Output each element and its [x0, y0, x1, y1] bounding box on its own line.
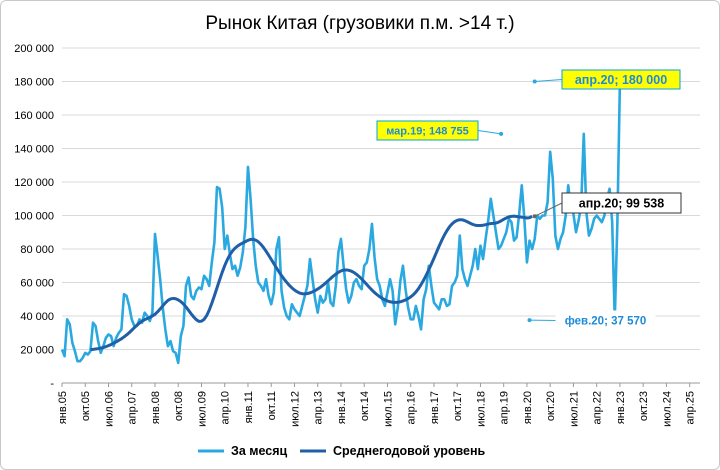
x-tick-label: июл.21: [568, 391, 580, 427]
x-tick-label: окт.23: [638, 391, 650, 421]
y-tick-label: 20 000: [20, 345, 54, 357]
x-tick-label: июл.06: [103, 391, 115, 427]
x-tick-label: янв.14: [336, 391, 348, 424]
x-tick-label: апр.16: [406, 391, 418, 424]
annotation-label: апр.20; 99 538: [579, 197, 664, 211]
y-tick-label: 120 000: [14, 177, 54, 189]
x-tick-label: окт.20: [545, 391, 557, 421]
chart-title: Рынок Китая (грузовики п.м. >14 т.): [205, 13, 514, 34]
y-tick-label: 160 000: [14, 110, 54, 122]
x-tick-label: июл.15: [382, 391, 394, 427]
annotations: апр.20; 180 000 мар.19; 148 755 апр.20; 99…: [376, 69, 682, 331]
y-tick-label: 200 000: [14, 43, 54, 55]
x-tick-label: янв.17: [429, 391, 441, 424]
x-tick-label: окт.05: [80, 391, 92, 421]
x-tick-label: янв.11: [243, 391, 255, 423]
x-tick-label: апр.19: [499, 391, 511, 424]
series-lines: [60, 81, 622, 365]
y-tick-label: 140 000: [14, 144, 54, 156]
series-annual-average-line: [90, 214, 533, 351]
annotation-leader: [534, 79, 563, 82]
x-axis-ticks: янв.05 окт.05 июл.06 апр.07 янв.08 окт.08 июл.…: [57, 383, 697, 427]
annotation-label: апр.20; 180 000: [575, 73, 667, 87]
legend: За месяц Среднегодовой уровень: [198, 444, 486, 458]
x-tick-label: апр.10: [220, 391, 232, 424]
y-tick-label: 80 000: [20, 244, 54, 256]
x-tick-label: янв.23: [615, 391, 627, 424]
x-tick-label: июл.12: [289, 391, 301, 427]
annotation-label: мар.19; 148 755: [386, 125, 469, 137]
x-tick-label: окт.14: [359, 391, 371, 421]
legend-label-monthly: За месяц: [231, 444, 288, 458]
x-tick-label: июл.09: [196, 391, 208, 427]
x-tick-label: апр.25: [685, 391, 697, 424]
annotation-leader: [477, 130, 502, 135]
legend-label-annual: Среднегодовой уровень: [333, 444, 486, 458]
y-tick-label: 60 000: [20, 278, 54, 290]
y-tick-label: 100 000: [14, 211, 54, 223]
x-tick-label: янв.05: [57, 391, 69, 424]
x-tick-label: янв.20: [522, 391, 534, 424]
annotation-point: [527, 318, 532, 323]
y-tick-label: 180 000: [14, 77, 54, 89]
x-tick-label: апр.22: [592, 391, 604, 424]
x-tick-label: янв.08: [150, 391, 162, 424]
annotation-box: [555, 310, 656, 331]
series-monthly-line: [60, 81, 622, 365]
annotation-box: [561, 69, 681, 90]
x-tick-label: окт.11: [266, 391, 278, 420]
x-tick-label: июл.24: [661, 391, 673, 427]
y-tick-label: 40 000: [20, 311, 54, 323]
annotation-box: [376, 120, 479, 141]
x-tick-label: окт.08: [173, 391, 185, 421]
y-axis-ticks: - 20 000 40 000 60 000 80 000 100 000 120 000 1…: [14, 43, 54, 390]
annotation-label: фев.20; 37 570: [565, 316, 647, 328]
annotation-box: [561, 192, 682, 214]
annotation-leader: [534, 202, 563, 217]
annotation-point: [532, 79, 537, 84]
annotation-point: [499, 131, 504, 136]
x-tick-label: июл.18: [475, 391, 487, 427]
gridlines: [62, 47, 700, 384]
y-tick-label: -: [50, 378, 54, 390]
x-tick-label: апр.07: [127, 391, 139, 424]
x-tick-label: окт.17: [452, 391, 464, 421]
x-tick-label: апр.13: [313, 391, 325, 424]
annotation-point: [532, 214, 537, 219]
